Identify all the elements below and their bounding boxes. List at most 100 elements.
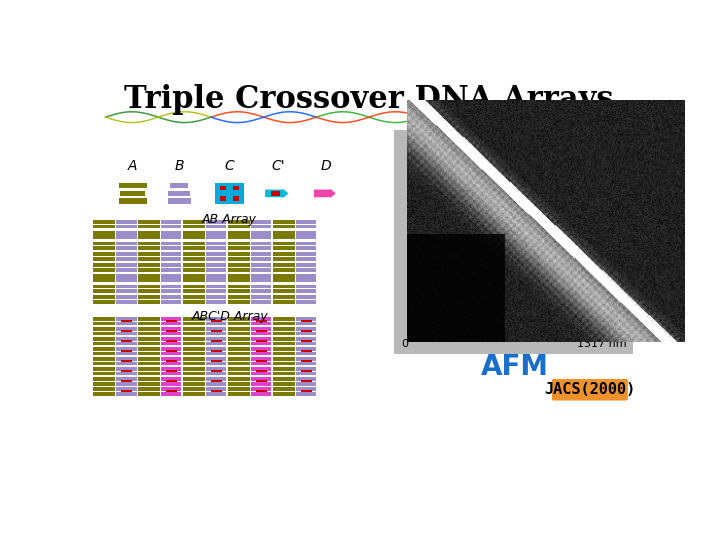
- Bar: [228, 342, 250, 346]
- Bar: [251, 300, 271, 304]
- Bar: [138, 225, 160, 228]
- Bar: [168, 198, 191, 204]
- Bar: [206, 332, 226, 335]
- Bar: [117, 357, 137, 361]
- Bar: [273, 377, 294, 381]
- Bar: [121, 350, 132, 353]
- Bar: [161, 220, 181, 224]
- Bar: [273, 274, 294, 278]
- Bar: [206, 246, 226, 250]
- Bar: [121, 390, 132, 393]
- Bar: [228, 327, 250, 331]
- Bar: [161, 263, 181, 267]
- Bar: [301, 330, 312, 333]
- Bar: [183, 235, 204, 239]
- Bar: [121, 360, 132, 363]
- Bar: [138, 279, 160, 282]
- Text: ABC'D Array: ABC'D Array: [192, 309, 268, 323]
- Bar: [93, 220, 114, 224]
- Bar: [117, 362, 137, 366]
- Bar: [273, 327, 294, 331]
- Bar: [206, 274, 226, 278]
- Bar: [228, 289, 250, 293]
- Bar: [228, 252, 250, 256]
- Bar: [296, 362, 316, 366]
- Bar: [228, 367, 250, 371]
- Bar: [117, 382, 137, 386]
- Bar: [117, 285, 137, 288]
- Bar: [117, 252, 137, 256]
- Bar: [117, 225, 137, 228]
- Bar: [296, 295, 316, 299]
- Text: 0: 0: [402, 339, 408, 349]
- Bar: [228, 377, 250, 381]
- Bar: [228, 279, 250, 282]
- Bar: [183, 257, 204, 261]
- Bar: [228, 357, 250, 361]
- Bar: [161, 231, 181, 234]
- Bar: [93, 352, 114, 355]
- Bar: [296, 300, 316, 304]
- Bar: [206, 362, 226, 366]
- Bar: [117, 235, 137, 239]
- Bar: [251, 337, 271, 341]
- Bar: [273, 300, 294, 304]
- Bar: [93, 367, 114, 371]
- Bar: [301, 390, 312, 393]
- Bar: [228, 387, 250, 391]
- Bar: [117, 372, 137, 375]
- Bar: [251, 387, 271, 391]
- Bar: [93, 332, 114, 335]
- Bar: [161, 382, 181, 386]
- Bar: [117, 257, 137, 261]
- Bar: [296, 289, 316, 293]
- Bar: [183, 392, 204, 395]
- Bar: [161, 372, 181, 375]
- Bar: [273, 220, 294, 224]
- Bar: [206, 392, 226, 395]
- Bar: [183, 317, 204, 321]
- Bar: [183, 322, 204, 326]
- Bar: [93, 231, 114, 234]
- Bar: [228, 274, 250, 278]
- Bar: [251, 263, 271, 267]
- Bar: [117, 295, 137, 299]
- Bar: [170, 183, 189, 188]
- Bar: [93, 225, 114, 228]
- Bar: [273, 235, 294, 239]
- Bar: [220, 197, 239, 201]
- Bar: [296, 357, 316, 361]
- Bar: [161, 332, 181, 335]
- Bar: [220, 186, 239, 190]
- Bar: [183, 367, 204, 371]
- Bar: [206, 352, 226, 355]
- Bar: [251, 279, 271, 282]
- Bar: [161, 327, 181, 331]
- Bar: [251, 220, 271, 224]
- Bar: [138, 382, 160, 386]
- Bar: [251, 289, 271, 293]
- Bar: [251, 274, 271, 278]
- Bar: [183, 263, 204, 267]
- Bar: [93, 274, 114, 278]
- Bar: [93, 241, 114, 245]
- Bar: [206, 263, 226, 267]
- Bar: [117, 279, 137, 282]
- Bar: [183, 377, 204, 381]
- Bar: [273, 279, 294, 282]
- Bar: [117, 274, 137, 278]
- Bar: [206, 231, 226, 234]
- Bar: [183, 372, 204, 375]
- Bar: [206, 327, 226, 331]
- Bar: [138, 337, 160, 341]
- Text: AFM: AFM: [481, 353, 549, 381]
- Bar: [138, 372, 160, 375]
- Bar: [161, 377, 181, 381]
- Bar: [183, 246, 204, 250]
- Bar: [206, 372, 226, 375]
- Bar: [161, 342, 181, 346]
- Bar: [206, 279, 226, 282]
- Bar: [166, 320, 177, 323]
- Bar: [228, 285, 250, 288]
- Bar: [117, 268, 137, 272]
